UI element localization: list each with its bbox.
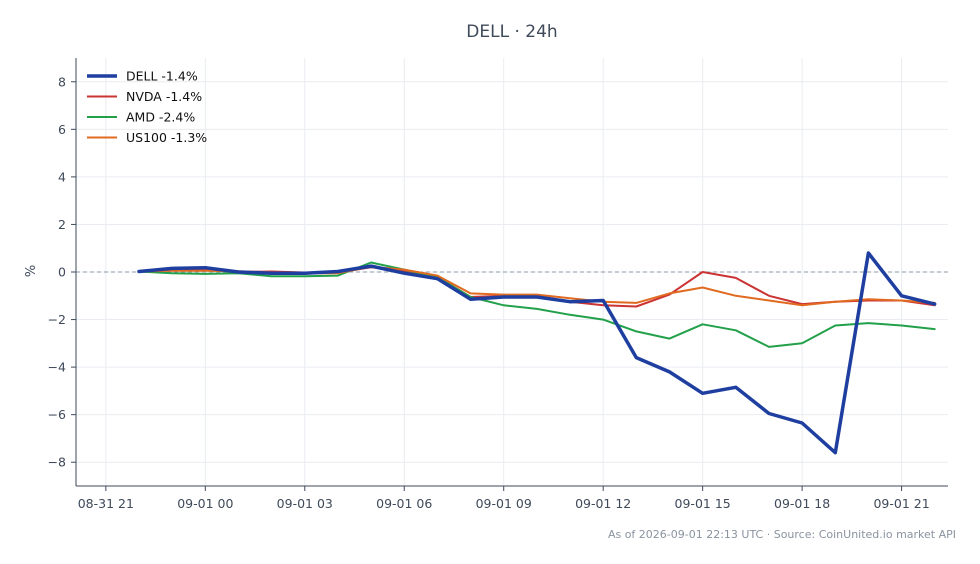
- x-tick-label: 09-01 00: [177, 496, 233, 511]
- y-axis-ticks: −8 −6 −4 −2 0 2 4 6 8: [48, 74, 76, 470]
- x-tick-label: 09-01 18: [774, 496, 830, 511]
- chart-title: DELL · 24h: [466, 22, 557, 42]
- legend-label: US100 -1.3%: [126, 130, 207, 145]
- footer-source: As of 2026-09-01 22:13 UTC · Source: Coi…: [608, 528, 956, 541]
- y-tick-label: 4: [58, 169, 66, 184]
- x-tick-label: 09-01 09: [476, 496, 532, 511]
- legend-label: AMD -2.4%: [126, 110, 195, 125]
- y-tick-label: 0: [58, 265, 66, 280]
- legend-label: NVDA -1.4%: [126, 89, 202, 104]
- series-line-2: [138, 261, 936, 348]
- x-axis-ticks: 08-31 21 09-01 00 09-01 03 09-01 06 09-01 09…: [78, 486, 930, 511]
- x-tick-label: 08-31 21: [78, 496, 134, 511]
- y-tick-label: 8: [58, 74, 66, 89]
- y-tick-label: 6: [58, 122, 66, 137]
- series-line-0: [137, 251, 937, 455]
- y-tick-label: −4: [48, 360, 66, 375]
- y-tick-label: −6: [48, 407, 66, 422]
- y-tick-label: −8: [48, 455, 66, 470]
- x-tick-label: 09-01 12: [575, 496, 631, 511]
- x-tick-label: 09-01 03: [277, 496, 333, 511]
- legend-label: DELL -1.4%: [126, 69, 198, 84]
- x-tick-label: 09-01 06: [376, 496, 432, 511]
- y-tick-label: 2: [58, 217, 66, 232]
- y-tick-label: −2: [48, 312, 66, 327]
- x-tick-label: 09-01 21: [873, 496, 929, 511]
- x-tick-label: 09-01 15: [675, 496, 731, 511]
- series-lines: [137, 251, 937, 455]
- legend: DELL -1.4% NVDA -1.4% AMD -2.4% US100 -1.3%: [87, 69, 207, 145]
- y-axis-label: %: [24, 265, 39, 277]
